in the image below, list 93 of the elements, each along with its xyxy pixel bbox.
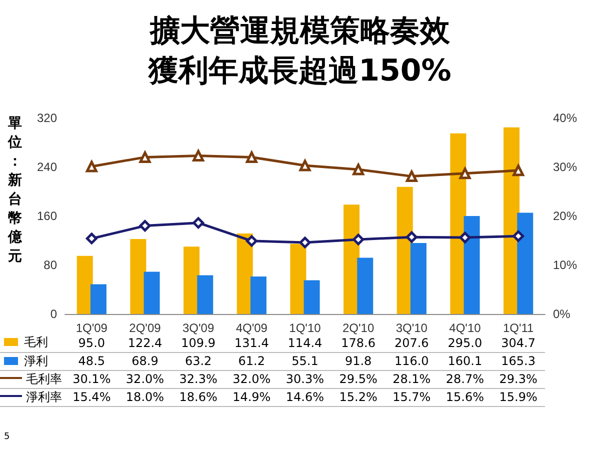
bar xyxy=(304,280,320,314)
data-label: 91.8 xyxy=(332,352,385,370)
text: 5 xyxy=(4,432,10,442)
y2-tick-label: 0% xyxy=(553,307,571,321)
bar xyxy=(197,275,214,314)
point xyxy=(299,236,311,248)
data-label: 109.9 xyxy=(172,334,225,352)
data-label: 18.6% xyxy=(172,388,225,406)
point xyxy=(459,168,471,180)
chart-title: 擴大營運規模策略奏效獲利年成長超過150% xyxy=(148,14,452,88)
data-label: 30.3% xyxy=(278,370,332,388)
point xyxy=(512,164,524,176)
point xyxy=(459,232,471,244)
data-label: 116.0 xyxy=(384,352,438,370)
data-label: 28.1% xyxy=(384,370,438,388)
y2-tick-label: 20% xyxy=(553,209,578,223)
data-label: 114.4 xyxy=(278,334,332,352)
y-tick-label: 240 xyxy=(36,160,58,174)
point xyxy=(352,164,364,176)
x-tick-label: 1Q'09 xyxy=(76,321,108,335)
data-label: 131.4 xyxy=(224,334,278,352)
data-label: 32.0% xyxy=(118,370,172,388)
point xyxy=(139,151,151,163)
point xyxy=(406,231,418,243)
data-label: 32.0% xyxy=(224,370,278,388)
legend-label: 毛利 xyxy=(0,334,65,352)
x-tick-label: 3Q'09 xyxy=(182,321,214,335)
point xyxy=(299,160,311,172)
point xyxy=(86,160,98,172)
point xyxy=(512,230,524,242)
point xyxy=(352,234,364,246)
bar xyxy=(290,244,306,314)
data-label: 14.6% xyxy=(278,388,332,406)
data-label: 14.9% xyxy=(224,388,278,406)
data-label: 18.0% xyxy=(118,388,172,406)
point xyxy=(139,220,151,232)
data-label: 29.5% xyxy=(332,370,385,388)
y-tick-label: 0 xyxy=(50,307,58,321)
x-tick-label: 1Q'10 xyxy=(289,321,322,335)
legend-label: 淨利率 xyxy=(0,388,65,406)
point xyxy=(86,232,98,244)
x-tick-label: 2Q'09 xyxy=(129,321,162,335)
point xyxy=(246,151,258,163)
y-tick-label: 320 xyxy=(36,111,58,125)
data-label: 295.0 xyxy=(438,334,492,352)
data-label: 15.2% xyxy=(332,388,385,406)
data-label: 304.7 xyxy=(492,334,545,352)
y-tick-label: 80 xyxy=(44,258,58,272)
data-label: 15.9% xyxy=(492,388,545,406)
bar xyxy=(464,216,480,314)
data-label: 207.6 xyxy=(384,334,438,352)
bar xyxy=(517,212,534,314)
point xyxy=(192,150,204,162)
data-label: 48.5 xyxy=(65,352,118,370)
data-label: 165.3 xyxy=(492,352,545,370)
y2-tick-label: 30% xyxy=(553,160,578,174)
data-label: 122.4 xyxy=(118,334,172,352)
bar xyxy=(410,242,426,314)
point xyxy=(406,170,418,182)
data-label: 29.3% xyxy=(492,370,545,388)
data-label: 95.0 xyxy=(65,334,118,352)
data-label: 32.3% xyxy=(172,370,225,388)
data-label: 178.6 xyxy=(332,334,385,352)
data-label: 160.1 xyxy=(438,352,492,370)
data-label: 55.1 xyxy=(278,352,332,370)
legend-label: 淨利 xyxy=(0,352,65,370)
point xyxy=(192,217,204,229)
bar xyxy=(144,272,160,314)
legend-label: 毛利率 xyxy=(0,370,65,388)
bar xyxy=(130,239,146,314)
data-label: 28.7% xyxy=(438,370,492,388)
data-label: 30.1% xyxy=(65,370,118,388)
data-label: 61.2 xyxy=(224,352,278,370)
bar xyxy=(357,258,374,314)
y2-tick-label: 40% xyxy=(553,111,578,125)
y-tick-label: 160 xyxy=(36,209,58,223)
x-tick-label: 3Q'10 xyxy=(396,321,428,335)
y2-tick-label: 10% xyxy=(553,258,578,272)
data-label: 15.7% xyxy=(384,388,438,406)
x-tick-label: 4Q'10 xyxy=(449,321,482,335)
x-tick-label: 2Q'10 xyxy=(342,321,374,335)
data-label: 15.6% xyxy=(438,388,492,406)
x-tick-label: 1Q'11 xyxy=(502,321,534,335)
bar xyxy=(90,284,106,314)
y-axis-title: 單位：新台幣億元 xyxy=(7,116,23,264)
data-label: 68.9 xyxy=(118,352,172,370)
data-label: 63.2 xyxy=(172,352,225,370)
bar xyxy=(184,246,200,314)
x-tick-label: 4Q'09 xyxy=(236,321,268,335)
point xyxy=(246,235,258,247)
data-label: 15.4% xyxy=(65,388,118,406)
bar xyxy=(76,256,93,314)
bar xyxy=(250,276,266,314)
